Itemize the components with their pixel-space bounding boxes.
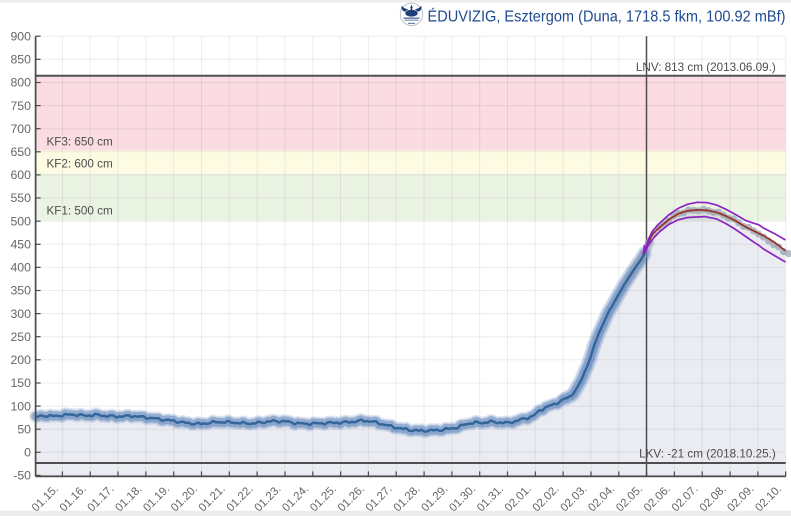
svg-text:LKV: -21 cm (2018.10.25.): LKV: -21 cm (2018.10.25.)	[639, 448, 776, 461]
svg-text:400: 400	[10, 261, 31, 275]
svg-text:KF3: 650 cm: KF3: 650 cm	[47, 136, 113, 149]
svg-text:800: 800	[10, 76, 31, 90]
svg-text:50: 50	[17, 422, 31, 436]
svg-text:750: 750	[10, 99, 31, 113]
svg-text:850: 850	[10, 53, 31, 67]
svg-text:600: 600	[10, 168, 31, 182]
svg-text:100: 100	[10, 399, 31, 413]
svg-text:ÉDUVIZIG, Esztergom (Duna, 171: ÉDUVIZIG, Esztergom (Duna, 1718.5 fkm, 1…	[428, 6, 786, 25]
svg-text:150: 150	[10, 376, 31, 390]
svg-text:350: 350	[10, 284, 31, 298]
svg-text:450: 450	[10, 238, 31, 252]
svg-text:0: 0	[24, 446, 31, 460]
svg-text:250: 250	[10, 330, 31, 344]
svg-text:KF2: 600 cm: KF2: 600 cm	[47, 158, 113, 171]
svg-text:300: 300	[10, 307, 31, 321]
svg-text:200: 200	[10, 353, 31, 367]
svg-text:-50: -50	[13, 469, 31, 483]
svg-text:KF1: 500 cm: KF1: 500 cm	[47, 205, 113, 218]
svg-text:550: 550	[10, 191, 31, 205]
svg-text:700: 700	[10, 122, 31, 136]
svg-text:500: 500	[10, 214, 31, 228]
svg-text:650: 650	[10, 145, 31, 159]
svg-text:LNV: 813 cm (2013.06.09.): LNV: 813 cm (2013.06.09.)	[636, 61, 776, 74]
svg-text:900: 900	[10, 29, 31, 43]
